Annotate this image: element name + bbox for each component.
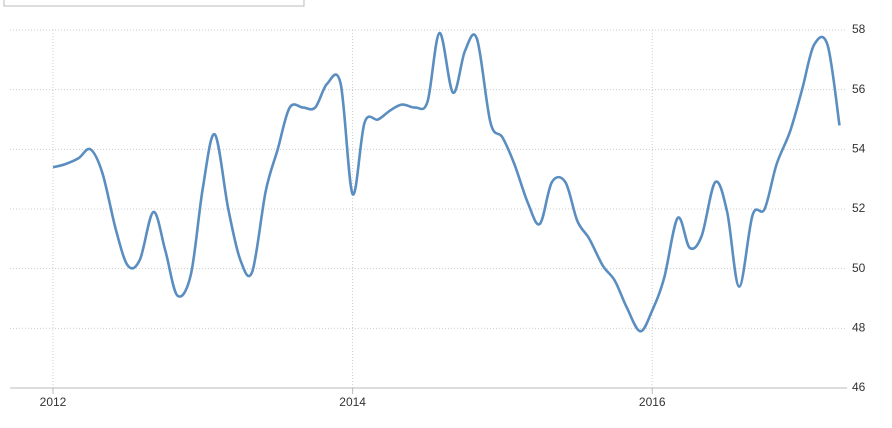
y-tick-label: 48 — [852, 321, 866, 335]
y-tick-label: 56 — [852, 82, 866, 96]
y-tick-label: 58 — [852, 22, 866, 36]
y-tick-label: 46 — [852, 380, 866, 394]
y-tick-label: 50 — [852, 261, 866, 275]
x-tick-label: 2012 — [40, 395, 67, 409]
toolbar[interactable] — [3, 0, 305, 7]
x-tick-label: 2014 — [339, 395, 366, 409]
y-tick-label: 54 — [852, 142, 866, 156]
y-tick-label: 52 — [852, 201, 866, 215]
x-tick-label: 2016 — [639, 395, 666, 409]
data-line — [52, 31, 841, 333]
